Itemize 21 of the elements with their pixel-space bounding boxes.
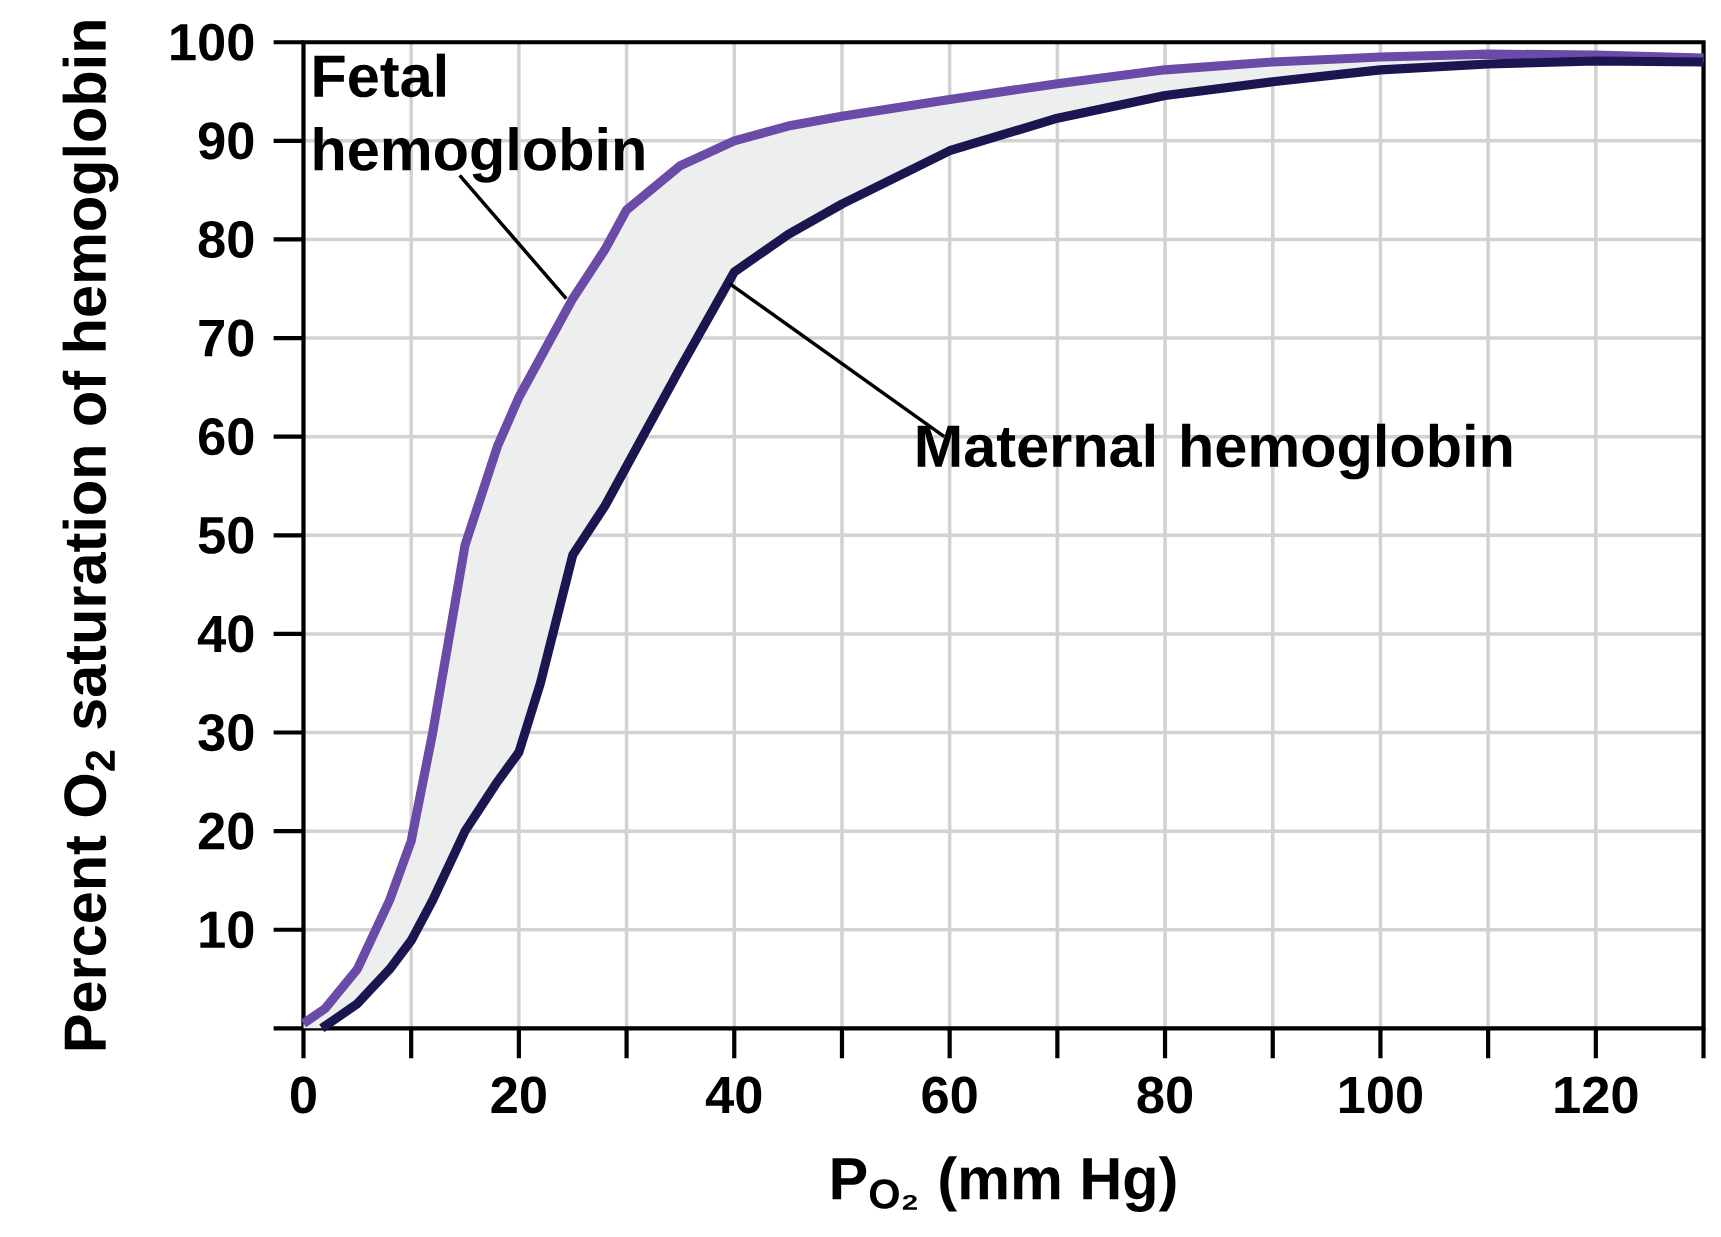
x-tick-label: 40 [705,1076,762,1114]
y-tick-label: 30 [198,713,254,751]
x-tick-label: 60 [922,1076,977,1114]
y-axis-title: Percent O$_{2}$ saturation of hemoglobin [62,20,119,1049]
y-tick-label: 40 [197,615,254,653]
y-tick-label: 10 [200,911,254,949]
x-axis-title: P$_{O₂}$ (mm Hg) [832,1156,1176,1212]
annotation: Maternal hemoglobin [917,423,1512,480]
y-tick-label: 20 [198,812,254,850]
x-tick-label: 20 [491,1076,546,1114]
y-tick-label: 50 [198,516,254,554]
x-tick-label: 0 [290,1076,316,1114]
x-tick-label: 120 [1555,1076,1638,1114]
y-tick-label: 100 [171,23,254,61]
annotation: Fetal hemoglobin [314,53,644,183]
x-tick-label: 80 [1137,1076,1193,1114]
x-tick-label: 100 [1339,1076,1422,1114]
y-tick-label: 60 [199,417,254,456]
y-tick-label: 70 [199,319,254,357]
y-tick-label: 90 [198,122,254,160]
y-tick-label: 80 [198,220,254,258]
